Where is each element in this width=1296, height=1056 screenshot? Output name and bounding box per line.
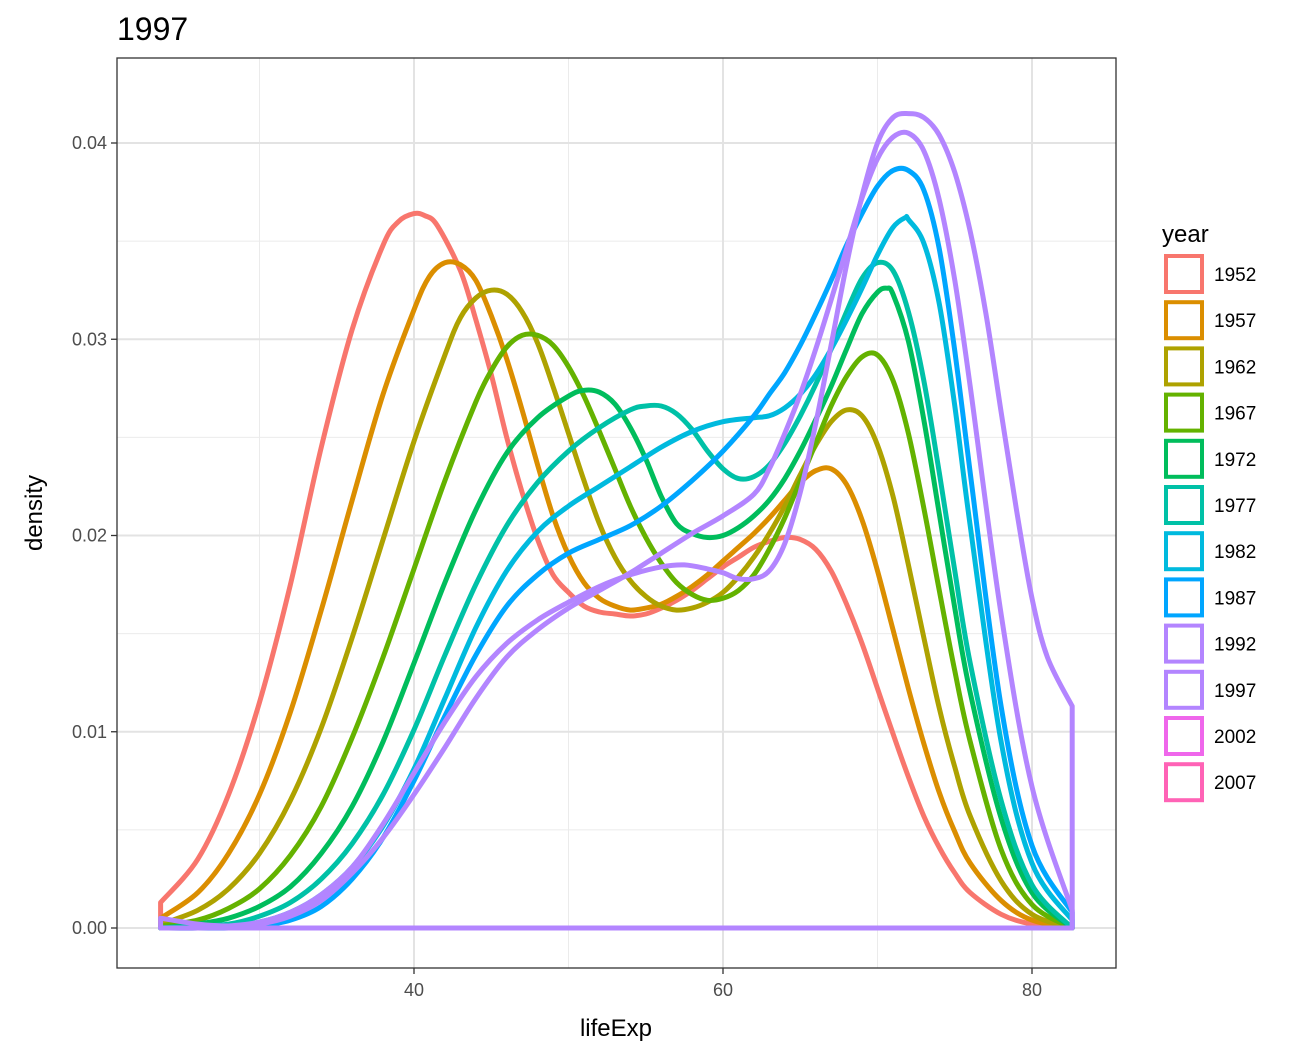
y-tick-label: 0.04 — [72, 133, 107, 153]
y-axis-title: density — [21, 475, 48, 551]
legend-label-1962: 1962 — [1214, 357, 1256, 378]
x-tick-label: 80 — [1022, 980, 1042, 1000]
panel-border — [116, 57, 1117, 969]
chart-title: 1997 — [117, 11, 188, 47]
legend-key-1962 — [1164, 346, 1204, 387]
x-axis-title: lifeExp — [580, 1015, 652, 1042]
density-line-1992 — [158, 129, 1075, 931]
x-axis: 40 60 80 — [404, 968, 1042, 1000]
legend-label-1982: 1982 — [1214, 542, 1256, 563]
y-tick-label: 0.01 — [72, 722, 107, 742]
y-axis: 0.00 0.01 0.02 0.03 0.04 — [72, 133, 117, 938]
y-tick-label: 0.00 — [72, 918, 107, 938]
plot-panel — [116, 57, 1117, 969]
legend-key-1987 — [1164, 577, 1204, 618]
density-line-1967 — [158, 331, 1075, 931]
legend-label-1977: 1977 — [1214, 496, 1256, 517]
legend-label-2002: 2002 — [1214, 727, 1256, 748]
legend-key-1972 — [1164, 438, 1204, 479]
legend-key-2007 — [1164, 762, 1204, 803]
legend-key-1967 — [1164, 392, 1204, 433]
density-line-1987 — [158, 165, 1075, 931]
legend-label-1987: 1987 — [1214, 588, 1256, 609]
density-line-1957 — [158, 259, 1075, 931]
x-tick-label: 40 — [404, 980, 424, 1000]
legend-label-1972: 1972 — [1214, 450, 1256, 471]
legend: year 1952 1957 1962 1967 1972 1977 1982 1987 199… — [1162, 221, 1256, 803]
legend-key-1957 — [1164, 300, 1204, 341]
legend-key-1977 — [1164, 485, 1204, 525]
legend-key-1952 — [1164, 254, 1204, 294]
density-curves — [158, 111, 1075, 931]
y-tick-label: 0.03 — [72, 329, 107, 349]
legend-label-1992: 1992 — [1214, 635, 1256, 656]
y-tick-label: 0.02 — [72, 526, 107, 546]
legend-label-1952: 1952 — [1214, 265, 1256, 286]
density-line-1997 — [158, 111, 1075, 931]
x-tick-label: 60 — [713, 980, 733, 1000]
legend-label-1997: 1997 — [1214, 681, 1256, 702]
legend-title: year — [1162, 221, 1209, 248]
legend-label-1957: 1957 — [1214, 311, 1256, 332]
density-line-1962 — [158, 287, 1075, 931]
legend-label-2007: 2007 — [1214, 773, 1256, 794]
density-line-1972 — [158, 285, 1075, 931]
legend-key-1992 — [1164, 623, 1204, 664]
legend-key-1997 — [1164, 669, 1204, 710]
density-line-1952 — [158, 210, 1075, 931]
legend-key-1982 — [1164, 531, 1204, 572]
legend-key-2002 — [1164, 716, 1204, 756]
legend-label-1967: 1967 — [1214, 404, 1256, 425]
